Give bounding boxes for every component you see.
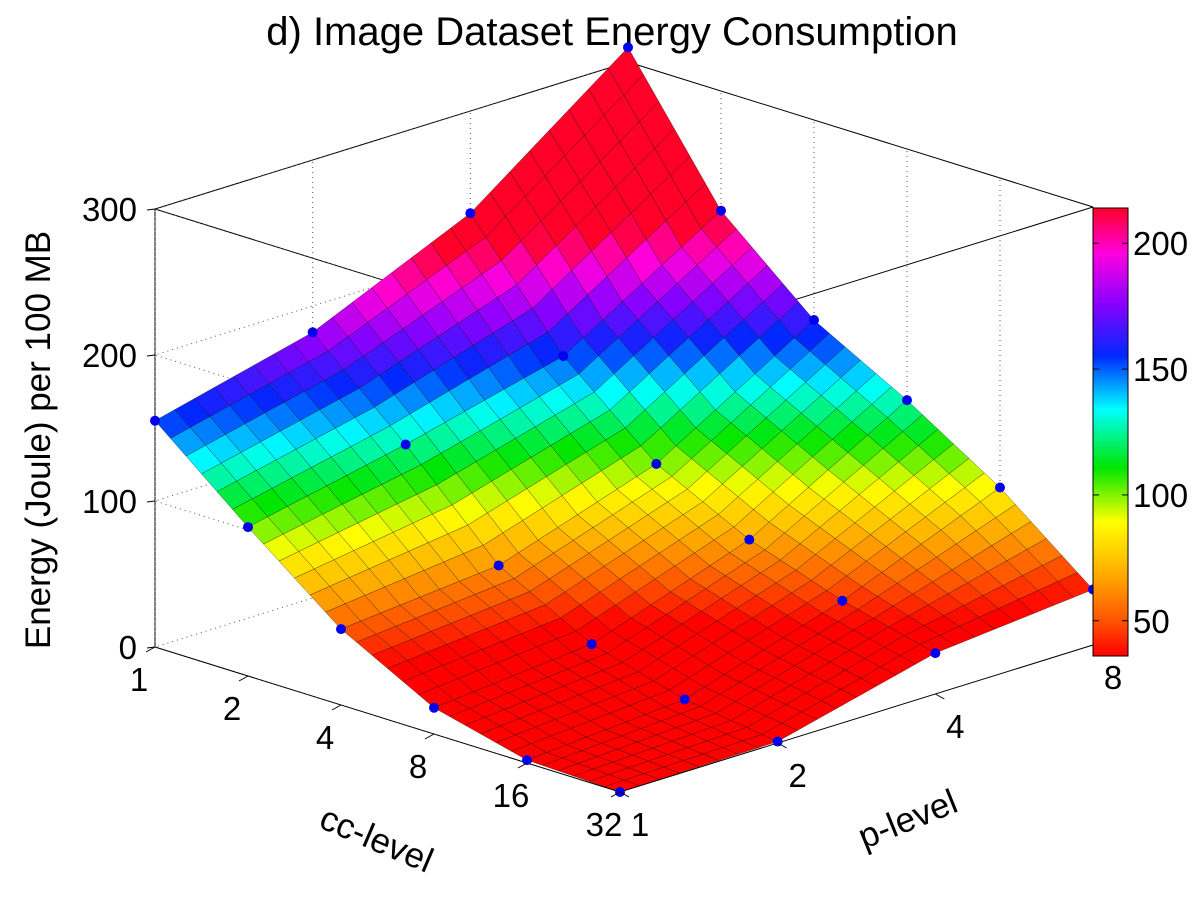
z-axis-label: Energy (Joule) per 100 MB bbox=[19, 231, 58, 649]
p-tick-label: 4 bbox=[946, 708, 964, 745]
data-point bbox=[150, 415, 160, 426]
cc-tick-label: 16 bbox=[493, 777, 530, 814]
cc-tick-label: 8 bbox=[409, 748, 427, 785]
data-point bbox=[429, 702, 439, 713]
data-point bbox=[493, 560, 504, 571]
box-edge bbox=[627, 61, 1094, 208]
z-tick-label: 0 bbox=[119, 629, 137, 666]
data-point bbox=[623, 42, 633, 53]
chart-title: d) Image Dataset Energy Consumption bbox=[266, 10, 957, 54]
data-point bbox=[651, 458, 662, 469]
p-axis-line bbox=[619, 644, 1094, 793]
cc-tick-mark bbox=[424, 733, 435, 740]
cc-axis-line bbox=[154, 646, 621, 793]
cc-tick-label: 1 bbox=[130, 661, 148, 698]
colorbar-tick-label: 200 bbox=[1133, 225, 1188, 262]
box-edge bbox=[154, 61, 629, 210]
axes-front bbox=[154, 644, 1094, 793]
data-point bbox=[307, 327, 318, 338]
p-tick-mark bbox=[619, 791, 630, 798]
z-tick-label: 300 bbox=[82, 191, 137, 228]
data-point bbox=[744, 534, 755, 545]
data-point bbox=[716, 205, 726, 216]
cc-tick-mark bbox=[331, 704, 342, 711]
colorbar-tick-label: 50 bbox=[1133, 603, 1170, 640]
cc-tick-label: 2 bbox=[223, 690, 241, 727]
data-point bbox=[400, 439, 411, 450]
cc-tick-label: 32 bbox=[586, 806, 623, 843]
p-axis-label: p-level bbox=[853, 782, 963, 857]
data-point bbox=[586, 639, 597, 650]
cc-axis-label: cc-level bbox=[314, 798, 438, 880]
data-point bbox=[679, 694, 690, 705]
data-point bbox=[243, 522, 253, 533]
cc-tick-mark bbox=[517, 762, 528, 769]
cc-tick-mark bbox=[238, 675, 249, 682]
colorbar-tick-label: 150 bbox=[1133, 351, 1188, 388]
z-tick-label: 100 bbox=[82, 483, 137, 520]
colorbar-rect bbox=[1092, 207, 1129, 657]
cc-tick-mark bbox=[610, 791, 621, 798]
data-point bbox=[809, 315, 819, 326]
data-point bbox=[930, 648, 941, 659]
p-tick-mark bbox=[777, 742, 787, 749]
data-point bbox=[837, 595, 848, 606]
z-tick-mark bbox=[146, 354, 156, 357]
p-tick-label: 1 bbox=[631, 806, 649, 843]
cc-tick-label: 4 bbox=[316, 719, 334, 756]
z-tick-mark bbox=[146, 208, 156, 211]
data-point bbox=[465, 208, 476, 219]
z-tick-mark bbox=[146, 500, 156, 503]
z-tick-label: 200 bbox=[82, 337, 137, 374]
data-point bbox=[995, 482, 1005, 493]
surface-mesh bbox=[154, 46, 1094, 793]
data-point bbox=[558, 351, 569, 362]
cc-tick-mark bbox=[145, 646, 156, 653]
colorbar: 50 100 150 200 bbox=[1092, 207, 1188, 657]
p-tick-label: 2 bbox=[788, 757, 806, 794]
colorbar-tick-label: 100 bbox=[1133, 477, 1188, 514]
data-point bbox=[522, 755, 532, 766]
data-point bbox=[902, 395, 912, 406]
p-tick-mark bbox=[935, 693, 945, 700]
p-tick-label: 8 bbox=[1104, 659, 1122, 696]
z-tick-mark bbox=[146, 646, 156, 649]
data-point bbox=[336, 624, 346, 635]
